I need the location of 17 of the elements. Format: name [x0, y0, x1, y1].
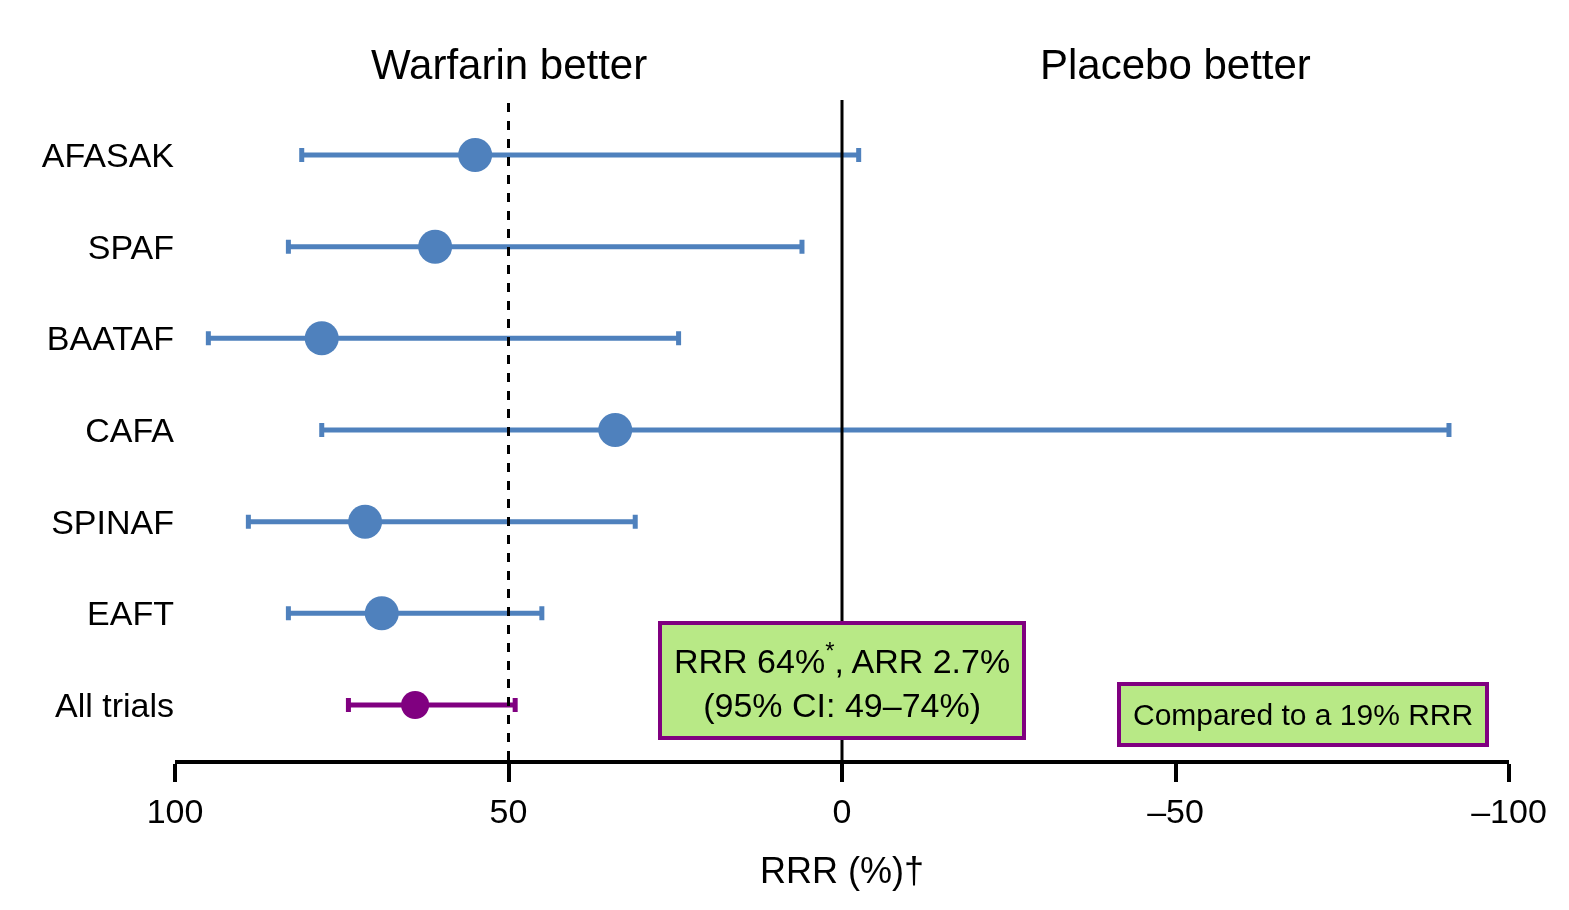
x-tick-label: –100	[1471, 791, 1547, 830]
x-tick-label: 100	[146, 791, 204, 830]
x-tick-label: –50	[1147, 791, 1204, 830]
text: Placebo better	[1040, 41, 1311, 88]
y-tick-label: BAATAF	[46, 319, 174, 358]
y-tick-label: EAFT	[87, 594, 174, 633]
x-tick-label: 0	[832, 791, 852, 830]
y-tick-label: All trials	[54, 685, 174, 724]
y-tick-label: CAFA	[85, 410, 175, 449]
y-tick-label: SPINAF	[51, 502, 174, 541]
annotation: RRR 64%$^{*}$, ARR 2.7% (95% CI: 49–74%)	[674, 637, 1011, 725]
y-tick-label: SPAF	[87, 227, 174, 266]
y-tick-label: AFASAK	[41, 135, 175, 174]
text: Warfarin better	[371, 41, 648, 88]
x-axis-title: RRR (%)†	[759, 850, 925, 891]
x-tick-label: 50	[489, 791, 528, 830]
annotation: Compared to a 19% RRR	[1133, 698, 1474, 731]
